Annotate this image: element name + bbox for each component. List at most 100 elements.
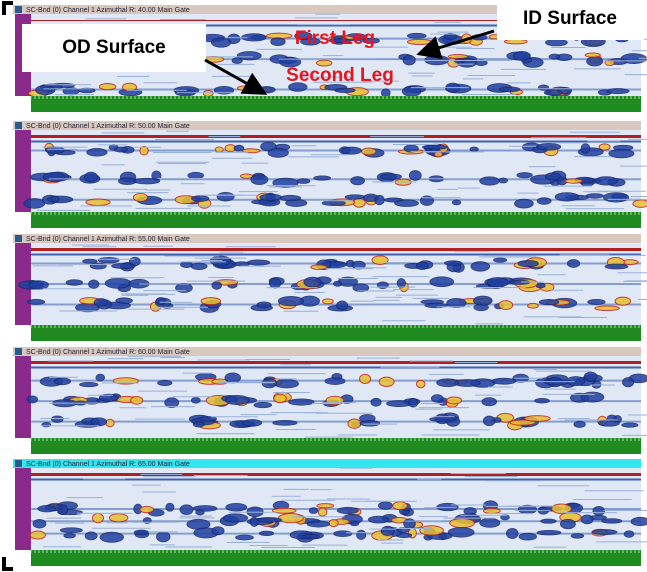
title-bar [13,234,641,243]
scan-blob [545,38,568,47]
panel-title: SC-Bnd (0) Channel 1 Azimuthal R: 65.00 … [26,461,190,468]
scan-blob [202,89,214,97]
scan-blob [296,178,311,184]
scan-blob [250,174,269,186]
second-leg-label: Second Leg [286,65,394,86]
scan-blob [239,173,254,179]
scan-blob [133,177,161,185]
scan-blob [479,517,501,528]
scan-blob [408,170,422,181]
scan-blob [133,529,150,536]
scan-blob [85,198,111,206]
scan-blob [419,195,435,206]
scan-blob [587,299,606,306]
scan-blob [566,376,586,387]
scan-blob [155,297,166,306]
scan-blob [277,296,305,307]
scan-blob [165,502,175,512]
scan-blob [443,32,458,41]
panel-title: SC-Bnd (0) Channel 1 Azimuthal R: 60.00 … [26,349,190,356]
scan-blob [472,295,493,306]
annotations: OD Surface ID Surface First Leg Second L… [22,0,644,95]
scan-blob [190,262,208,270]
scan-blob [470,261,491,272]
scan-blob [622,377,635,388]
scan-blob [210,37,232,48]
scan-blob [225,502,248,512]
scan-blob [419,525,444,536]
scan-blob [359,420,381,427]
scan-blob [233,144,245,152]
scan-blob [451,199,462,206]
scan-blob [580,514,594,525]
scan-blob [446,298,467,308]
scan-blob [632,199,647,208]
scan-blob [272,177,299,189]
scan-blob [164,397,180,409]
scan-blob [403,518,416,529]
scan-blob [268,277,282,289]
scan-blob [328,519,339,528]
scan-blob [334,87,356,93]
scan-blob [586,56,604,67]
scan-blob [512,50,531,61]
scan-blob [371,255,389,265]
scan-blob [396,278,406,289]
scan-blob [608,148,635,159]
scan-blob [499,86,521,93]
scan-blob [493,257,508,263]
scan-blob [333,530,353,537]
scale-bar [31,212,641,228]
scan-blob [554,192,580,202]
scan-blob [303,276,322,288]
scan-blob [402,54,416,66]
scan-blob [606,414,617,422]
scan-blob [216,191,235,202]
scan-blob [44,146,65,154]
scan-blob [113,146,128,153]
scan-blob [408,397,419,408]
scan-blob [336,300,349,311]
white-corner [15,438,31,454]
scan-blob [482,507,501,515]
scan-blob [591,529,618,536]
scan-blob [362,37,380,44]
scan-blob [235,534,254,541]
scan-blob [192,421,205,428]
scan-blob [514,198,534,209]
scan-blob [308,507,319,514]
scan-blob [324,377,346,385]
scan-blob [315,59,333,67]
scan-blob [538,299,560,306]
scan-blob [231,57,243,64]
scan-blob [279,194,302,202]
scale-bar [31,438,641,454]
scan-blob [272,420,298,426]
scan-blob [90,417,108,427]
scan-blob [84,531,98,541]
scan-blob [604,263,629,270]
scan-blob [429,276,455,288]
scan-blob [406,32,427,39]
scan-blob [498,177,509,184]
scan-blob [78,87,96,94]
scan-blob [288,398,315,406]
scan-blob [606,88,630,95]
scan-blob [50,415,64,423]
scan-blob [322,298,334,305]
scan-blob [380,525,395,537]
scan-blob [82,258,98,264]
scan-blob [415,261,429,270]
scan-blob [256,301,272,309]
scan-blob [498,300,514,311]
side-strip [15,356,31,438]
scan-blob [486,277,509,288]
scan-blob [214,146,224,153]
scan-blob [544,172,562,181]
scan-blob [429,416,457,422]
scan-blob [421,144,448,150]
scan-blob [604,59,615,67]
scan-blob [594,176,619,186]
scan-blob [255,517,283,523]
scan-blob [200,297,222,306]
